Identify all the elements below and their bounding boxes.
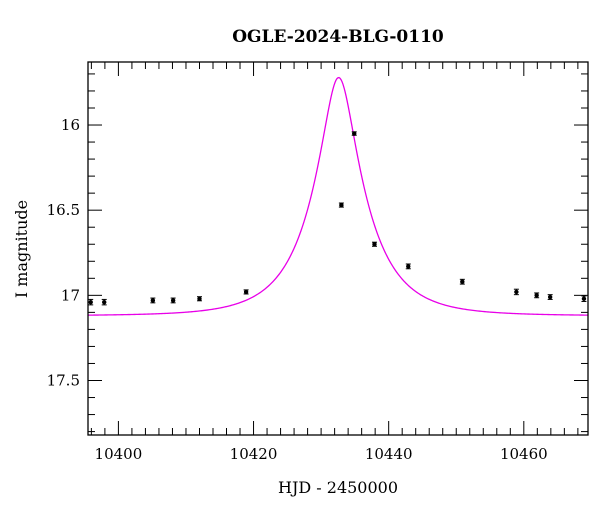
x-tick-label: 10420 — [230, 445, 278, 463]
point-marker — [581, 296, 587, 301]
data-point — [534, 292, 540, 299]
x-tick-label: 10400 — [95, 445, 143, 463]
data-point — [405, 263, 411, 270]
data-point — [581, 295, 587, 302]
y-tick-label: 16 — [61, 116, 80, 134]
point-marker — [339, 202, 344, 208]
data-point — [459, 278, 465, 285]
data-point — [371, 241, 377, 247]
x-axis-label: HJD - 2450000 — [278, 478, 398, 497]
data-point — [243, 289, 249, 295]
data-point — [150, 297, 156, 304]
point-marker — [150, 298, 156, 303]
point-marker — [514, 289, 519, 295]
x-tick-label: 10440 — [365, 445, 413, 463]
point-marker — [170, 298, 176, 303]
point-marker — [102, 299, 107, 305]
data-points — [88, 131, 587, 306]
chart-title: OGLE-2024-BLG-0110 — [232, 27, 444, 47]
data-point — [170, 297, 176, 304]
y-tick-label: 16.5 — [47, 201, 80, 219]
y-tick-label: 17 — [61, 286, 80, 304]
point-marker — [372, 242, 377, 247]
tick-labels: 10400 10420 10440 10460 16 16.5 17 17.5 — [47, 116, 548, 463]
data-point — [101, 298, 107, 306]
plot-frame — [87, 61, 589, 436]
point-marker — [243, 289, 249, 295]
point-marker — [406, 264, 411, 269]
data-point — [513, 288, 519, 296]
x-tick-label: 10460 — [500, 445, 548, 463]
data-point — [338, 202, 344, 208]
y-axis-label: I magnitude — [12, 200, 31, 298]
point-marker — [352, 131, 357, 136]
point-marker — [534, 293, 539, 298]
data-point — [351, 131, 357, 136]
data-point — [88, 298, 94, 306]
model-curve — [88, 76, 588, 316]
point-marker — [88, 299, 93, 305]
data-point — [547, 294, 553, 300]
y-tick-label: 17.5 — [47, 371, 80, 389]
point-marker — [460, 279, 465, 284]
axis-ticks — [88, 62, 588, 435]
point-marker — [197, 296, 202, 301]
plot-area — [88, 76, 588, 316]
data-point — [196, 296, 202, 302]
point-marker — [547, 294, 553, 300]
